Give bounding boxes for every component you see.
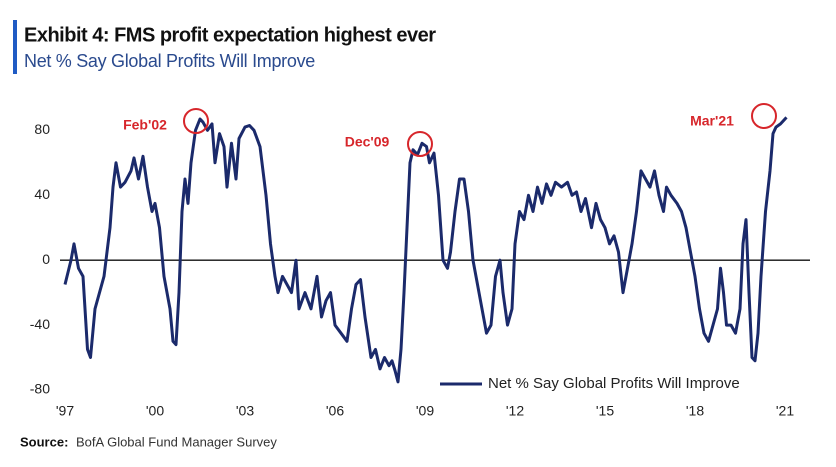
source-label: Source: [20, 434, 68, 449]
chart-title: Exhibit 4: FMS profit expectation highes… [24, 24, 436, 46]
source-text: BofA Global Fund Manager Survey [76, 434, 277, 449]
annotation: Dec'09 [345, 134, 390, 150]
x-tick-label: '15 [596, 403, 614, 419]
chart-subtitle: Net % Say Global Profits Will Improve [24, 51, 315, 71]
y-tick-label: 0 [42, 251, 50, 267]
x-tick-label: '00 [146, 403, 164, 419]
title-bar [13, 20, 17, 74]
annotation-circle [407, 131, 433, 157]
y-tick-label: 40 [34, 186, 50, 202]
annotation: Mar'21 [690, 113, 734, 129]
annotation-circle [183, 108, 209, 134]
x-tick-label: '12 [506, 403, 524, 419]
legend-label: Net % Say Global Profits Will Improve [488, 375, 740, 392]
y-tick-label: -40 [30, 316, 50, 332]
y-tick-label: 80 [34, 121, 50, 137]
x-tick-label: '09 [416, 403, 434, 419]
annotation-circle [751, 103, 777, 129]
x-tick-label: '06 [326, 403, 344, 419]
data-line [63, 116, 788, 384]
x-tick-label: '21 [776, 403, 794, 419]
x-tick-label: '97 [56, 403, 74, 419]
x-tick-label: '18 [686, 403, 704, 419]
annotation: Feb'02 [123, 117, 167, 133]
x-tick-label: '03 [236, 403, 254, 419]
y-tick-label: -80 [30, 381, 50, 397]
